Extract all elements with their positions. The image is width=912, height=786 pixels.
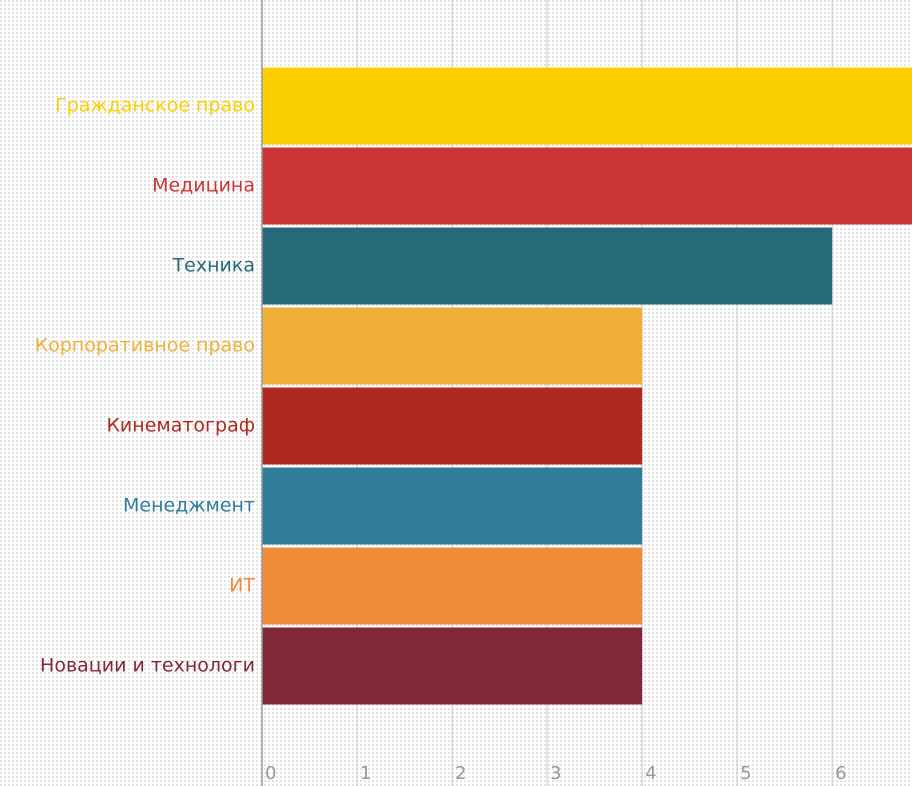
y-tick-label: Корпоративное право: [35, 335, 255, 357]
x-tick-label: 4: [645, 763, 656, 784]
x-tick-label: 5: [740, 763, 751, 784]
labels: 0 1 2 3 4 5 6 Гражданское право Медицина Техника К…: [35, 95, 847, 785]
bar: [262, 147, 912, 225]
bar: [262, 627, 643, 705]
bar: [262, 547, 643, 625]
bar: [262, 467, 643, 545]
x-tick-label: 3: [550, 763, 561, 784]
bar: [262, 387, 643, 465]
y-tick-label: Менеджмент: [123, 495, 255, 517]
y-tick-label: Кинематограф: [106, 415, 255, 437]
bar: [262, 227, 833, 305]
bar: [262, 307, 643, 385]
x-tick-label: 0: [265, 763, 276, 784]
bar: [262, 67, 912, 145]
y-tick-label: ИТ: [229, 575, 255, 597]
x-tick-label: 1: [360, 763, 371, 784]
y-tick-label: Медицина: [152, 175, 255, 197]
y-tick-label: Гражданское право: [55, 95, 255, 117]
x-tick-label: 6: [835, 763, 846, 784]
bars: [262, 67, 912, 705]
y-tick-label: Техника: [172, 255, 255, 277]
x-tick-label: 2: [455, 763, 466, 784]
y-tick-label: Новации и технологи: [40, 655, 255, 677]
